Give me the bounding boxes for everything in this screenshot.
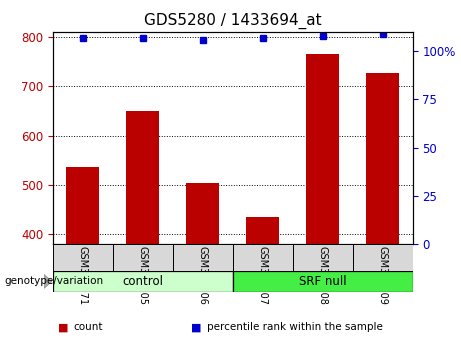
Text: GSM336406: GSM336406: [198, 246, 208, 304]
Bar: [233, 244, 293, 271]
Bar: [53, 244, 113, 271]
Text: SRF null: SRF null: [299, 275, 347, 288]
Text: genotype/variation: genotype/variation: [5, 276, 104, 286]
Bar: [186, 183, 219, 244]
Bar: [53, 271, 233, 292]
Bar: [353, 244, 413, 271]
Bar: [66, 167, 100, 244]
Text: GSM336409: GSM336409: [378, 246, 388, 304]
Text: ■: ■: [191, 322, 205, 332]
Text: percentile rank within the sample: percentile rank within the sample: [207, 322, 384, 332]
Bar: [233, 271, 413, 292]
Bar: [293, 244, 353, 271]
Text: GSM336405: GSM336405: [138, 246, 148, 304]
Bar: [126, 111, 160, 244]
Bar: [246, 217, 279, 244]
Text: GSM335971: GSM335971: [78, 246, 88, 305]
Title: GDS5280 / 1433694_at: GDS5280 / 1433694_at: [144, 13, 322, 29]
Text: GSM336407: GSM336407: [258, 246, 268, 304]
Text: control: control: [123, 275, 163, 288]
Text: count: count: [74, 322, 103, 332]
Bar: [173, 244, 233, 271]
Bar: [113, 244, 173, 271]
Polygon shape: [44, 274, 52, 289]
Bar: [306, 54, 339, 244]
Bar: [366, 73, 399, 244]
Text: GSM336408: GSM336408: [318, 246, 328, 304]
Text: ■: ■: [58, 322, 71, 332]
